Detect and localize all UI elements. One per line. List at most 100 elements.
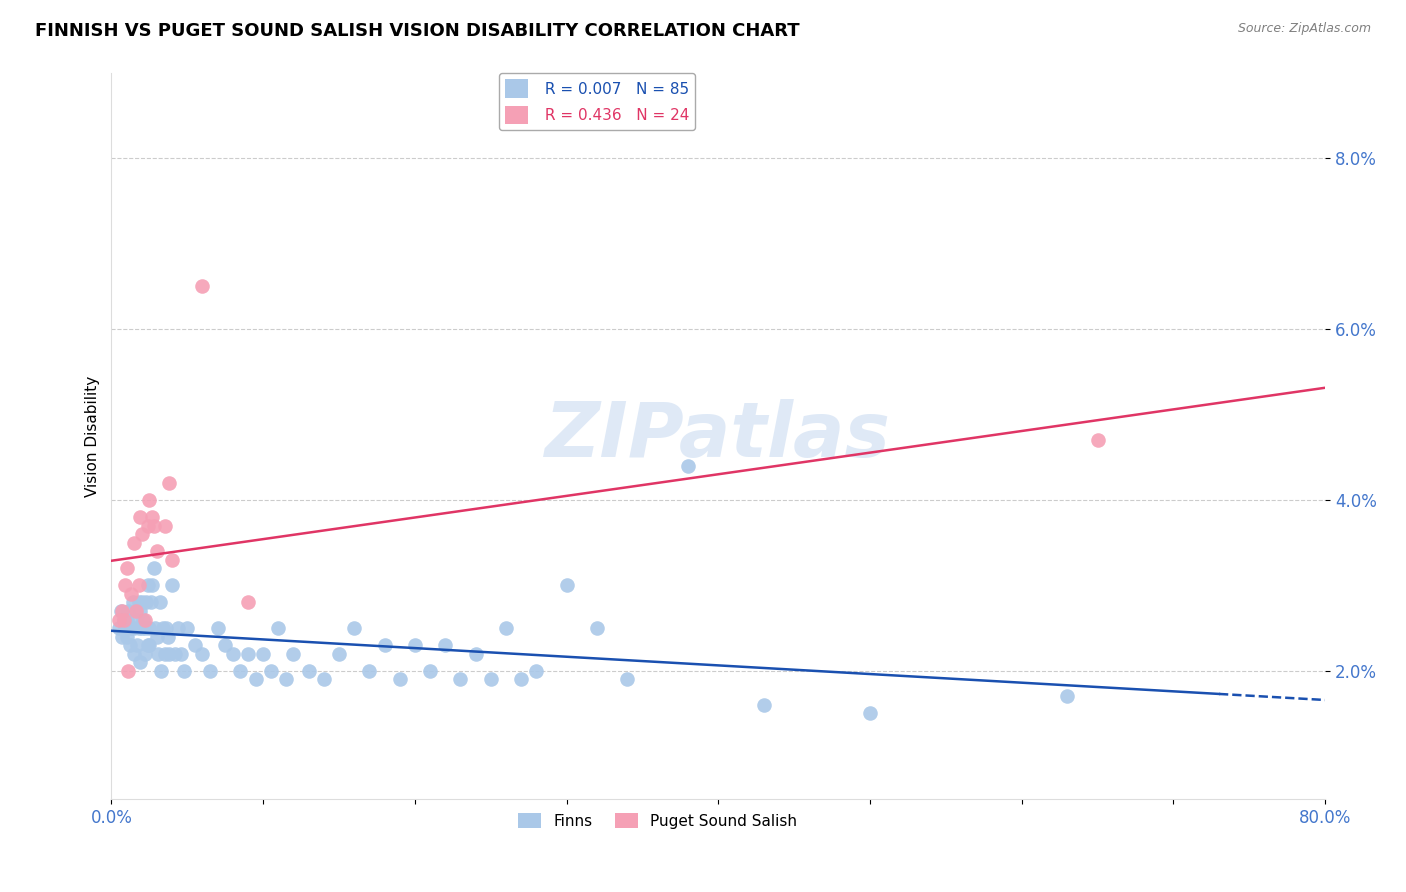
Point [134, 621, 156, 635]
Point [134, 647, 156, 661]
Point [198, 664, 221, 678]
Point [120, 587, 142, 601]
Point [170, 647, 193, 661]
Point [125, 613, 148, 627]
Point [138, 621, 160, 635]
Point [555, 578, 578, 592]
Point [127, 638, 149, 652]
Point [191, 279, 214, 293]
Point [108, 621, 131, 635]
Point [132, 613, 155, 627]
Point [128, 621, 150, 635]
Point [152, 621, 174, 635]
Point [128, 578, 150, 592]
Point [160, 552, 183, 566]
Point [148, 647, 170, 661]
Point [131, 527, 153, 541]
Point [328, 647, 350, 661]
Point [108, 613, 131, 627]
Point [136, 518, 159, 533]
Point [510, 673, 533, 687]
Point [156, 630, 179, 644]
Point [110, 604, 132, 618]
Point [373, 638, 395, 652]
Point [131, 621, 153, 635]
Point [115, 561, 138, 575]
Point [252, 647, 274, 661]
Point [138, 638, 160, 652]
Point [146, 630, 169, 644]
Point [129, 655, 152, 669]
Point [111, 604, 134, 618]
Point [145, 621, 167, 635]
Text: Source: ZipAtlas.com: Source: ZipAtlas.com [1237, 22, 1371, 36]
Point [343, 621, 366, 635]
Point [434, 638, 457, 652]
Text: ZIPatlas: ZIPatlas [546, 399, 891, 473]
Point [114, 578, 136, 592]
Point [157, 647, 180, 661]
Point [260, 664, 283, 678]
Point [524, 664, 547, 678]
Point [146, 544, 169, 558]
Point [236, 647, 259, 661]
Point [131, 595, 153, 609]
Point [153, 647, 176, 661]
Point [267, 621, 290, 635]
Point [173, 664, 195, 678]
Point [111, 630, 134, 644]
Point [388, 673, 411, 687]
Point [157, 475, 180, 490]
Point [150, 664, 173, 678]
Legend: Finns, Puget Sound Salish: Finns, Puget Sound Salish [512, 806, 803, 835]
Point [122, 621, 145, 635]
Point [149, 595, 172, 609]
Point [229, 664, 252, 678]
Point [112, 613, 135, 627]
Point [122, 535, 145, 549]
Point [207, 621, 229, 635]
Point [616, 673, 638, 687]
Point [184, 638, 207, 652]
Point [134, 613, 156, 627]
Point [1056, 690, 1078, 704]
Point [1087, 433, 1109, 447]
Point [274, 673, 297, 687]
Point [859, 706, 882, 721]
Point [479, 673, 502, 687]
Point [135, 595, 157, 609]
Point [449, 673, 471, 687]
Y-axis label: Vision Disability: Vision Disability [86, 376, 100, 497]
Point [125, 604, 148, 618]
Point [128, 595, 150, 609]
Point [115, 630, 138, 644]
Point [359, 664, 381, 678]
Point [153, 518, 176, 533]
Point [222, 647, 245, 661]
Point [191, 647, 214, 661]
Point [112, 613, 135, 627]
Point [121, 595, 143, 609]
Point [142, 561, 165, 575]
Point [676, 458, 699, 473]
Point [312, 673, 335, 687]
Point [160, 578, 183, 592]
Point [586, 621, 609, 635]
Point [117, 604, 139, 618]
Point [118, 638, 141, 652]
Point [129, 604, 152, 618]
Point [122, 647, 145, 661]
Point [464, 647, 486, 661]
Point [404, 638, 426, 652]
Point [129, 510, 152, 524]
Point [142, 518, 165, 533]
Point [136, 578, 159, 592]
Point [298, 664, 321, 678]
Point [120, 621, 142, 635]
Point [139, 595, 162, 609]
Point [141, 510, 163, 524]
Point [155, 621, 177, 635]
Point [283, 647, 305, 661]
Text: FINNISH VS PUGET SOUND SALISH VISION DISABILITY CORRELATION CHART: FINNISH VS PUGET SOUND SALISH VISION DIS… [35, 22, 800, 40]
Point [138, 492, 160, 507]
